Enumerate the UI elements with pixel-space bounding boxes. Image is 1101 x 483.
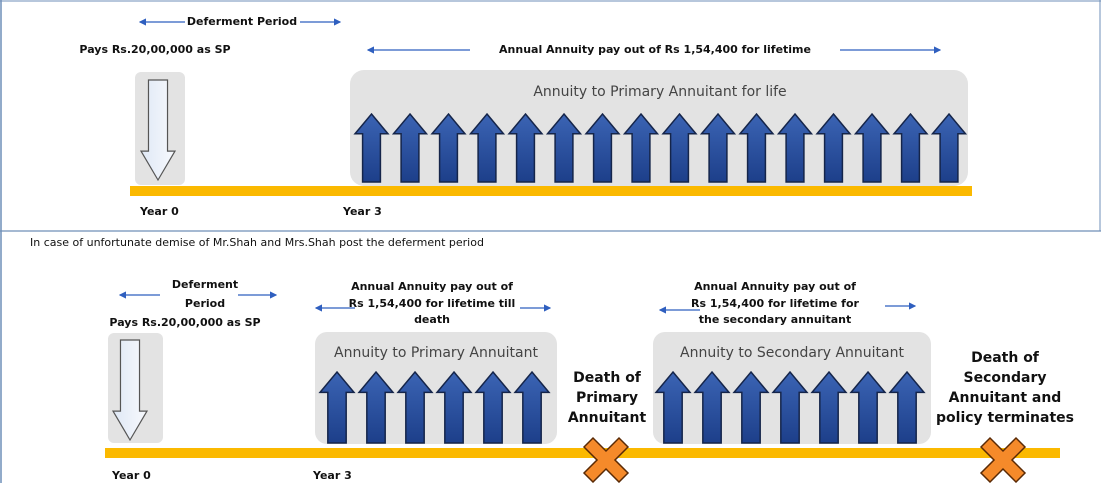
timeline [130,186,972,196]
year-label: Year 3 [312,469,352,482]
payout-label: Rs 1,54,400 for lifetime for [691,297,859,310]
payment-label: Pays Rs.20,00,000 as SP [109,316,260,329]
up-arrow [545,112,583,183]
deferment-label: Period [185,297,225,310]
up-arrow [396,370,434,444]
up-arrow [622,112,660,183]
annuity-box [350,70,968,186]
up-arrow [930,112,968,183]
death-label: Annuitant and [949,390,1062,406]
up-arrow [318,370,356,444]
box-title: Annuity to Primary Annuitant [334,345,538,361]
deferment-label: Deferment Period [187,15,297,28]
payout-label: Rs 1,54,400 for lifetime till [349,297,516,310]
box-title: Annuity to Primary Annuitant for life [533,84,786,100]
death-label: Death of [971,350,1040,366]
box-title: Annuity to Secondary Annuitant [680,345,904,361]
up-arrow [474,370,512,444]
death-label: Death of [573,370,642,386]
up-arrow [661,112,698,183]
year-label: Year 3 [342,205,382,218]
up-arrow [815,112,852,183]
up-arrow [435,370,473,444]
up-arrow [357,370,395,444]
up-arrow [584,112,621,183]
deferment-label: Deferment [172,278,238,291]
up-arrow [776,112,814,183]
up-arrow [849,370,887,444]
death-label: policy terminates [936,410,1074,426]
up-arrow [699,112,737,183]
payment-label: Pays Rs.20,00,000 as SP [79,43,230,56]
cross-marker [979,436,1027,483]
death-label: Annuitant [568,410,647,426]
up-arrow [732,370,770,444]
death-label: Secondary [964,370,1047,386]
up-arrow [507,112,544,183]
up-arrow [353,112,390,183]
payout-label: Annual Annuity pay out of Rs 1,54,400 fo… [499,43,811,56]
up-arrow [888,370,926,444]
up-arrow [391,112,429,183]
down-arrow [139,79,177,182]
cross-marker [582,436,630,483]
timeline [105,448,1060,458]
up-arrow [738,112,775,183]
up-arrow [892,112,929,183]
up-arrow [430,112,467,183]
up-arrow [771,370,809,444]
caption: In case of unfortunate demise of Mr.Shah… [30,236,484,249]
year-label: Year 0 [139,205,179,218]
payout-label: the secondary annuitant [699,313,851,326]
payout-label: Annual Annuity pay out of [694,280,856,293]
payout-label: Annual Annuity pay out of [351,280,513,293]
year-label: Year 0 [111,469,151,482]
up-arrow [654,370,692,444]
up-arrow [468,112,506,183]
up-arrow [853,112,891,183]
payout-label: death [414,313,450,326]
down-arrow [111,339,149,442]
up-arrow [693,370,731,444]
up-arrow [513,370,551,444]
death-label: Primary [576,390,638,406]
up-arrow [810,370,848,444]
